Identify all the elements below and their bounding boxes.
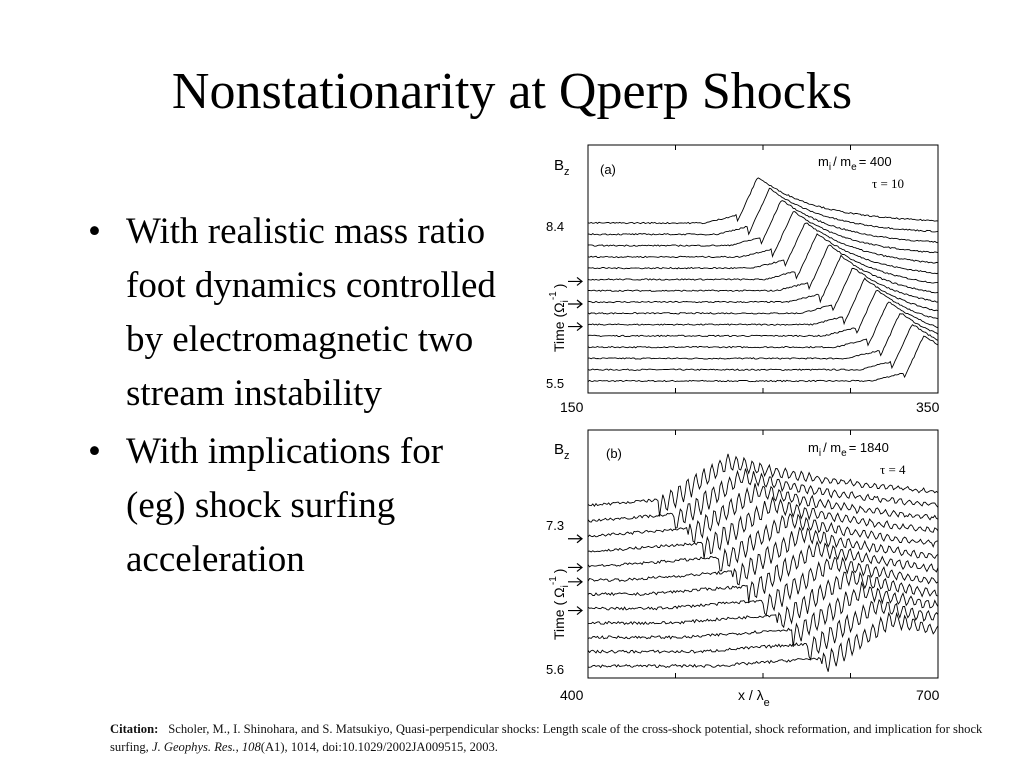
time-arrow (568, 322, 583, 332)
time-arrow (568, 562, 583, 572)
bz-trace (587, 598, 939, 662)
bullet-list: • With realistic mass ratio foot dynamic… (88, 205, 508, 591)
bullet-marker: • (88, 211, 101, 252)
slide-title: Nonstationarity at Qperp Shocks (171, 63, 853, 120)
bz-trace (587, 267, 939, 315)
bz-trace (587, 611, 939, 672)
time-arrow (568, 534, 583, 544)
panel-a-traces (587, 177, 939, 383)
panel-a-time-bottom: 5.5 (546, 376, 564, 391)
panel-b-xtick-700: 700 (916, 687, 940, 703)
bz-trace (587, 324, 939, 371)
panel-b-time-bottom: 5.6 (546, 662, 564, 677)
panel-a-time-top: 8.4 (546, 219, 564, 234)
panel-a-xtick-150: 150 (560, 399, 584, 415)
panel-a-tau: τ = 10 (872, 176, 904, 191)
time-arrow (568, 299, 583, 309)
bz-trace (587, 483, 939, 543)
bullet-text: With realistic mass ratio foot dynamics … (126, 211, 496, 414)
panel-b-time-axis-label: Time (Ωi-1) (548, 569, 571, 640)
panel-b-bz-label: Bz (554, 441, 570, 462)
panel-b-traces (587, 453, 939, 672)
bz-trace (587, 453, 939, 517)
bullet-marker: • (88, 431, 101, 472)
panel-b-time-top: 7.3 (546, 518, 564, 533)
panel-a-mass-ratio: mi / me = 400 (818, 154, 892, 173)
bz-trace (587, 468, 939, 529)
bz-trace (587, 187, 939, 236)
bz-trace (587, 556, 939, 617)
bz-trace (587, 222, 939, 270)
bz-trace (587, 540, 939, 603)
citation-details: (A1), 1014, doi:10.1029/2002JA009515, 20… (260, 740, 498, 754)
bz-trace (587, 580, 939, 648)
citation-volume: 108 (241, 740, 261, 754)
citation-authors: Scholer, M., I. Shinohara, and S. Matsuk… (110, 722, 983, 754)
time-arrow (568, 577, 583, 587)
bullet-item: • With realistic mass ratio foot dynamic… (88, 205, 508, 421)
bz-trace (587, 200, 939, 247)
time-arrow (568, 276, 583, 286)
panel-b: Bz (b) mi / me = 1840 τ = 4 7.3 5.6 400 70… (546, 429, 940, 709)
bz-trace (587, 244, 938, 292)
bz-trace (587, 526, 939, 586)
time-arrow (568, 606, 583, 616)
panel-a-arrows (568, 276, 583, 332)
bz-trace (587, 513, 939, 572)
bz-trace (587, 277, 939, 326)
panel-a: Bz (a) mi / me = 400 τ = 10 8.4 5.5 150 35… (546, 144, 940, 415)
bz-trace (587, 211, 939, 259)
bz-trace (587, 289, 939, 338)
panel-b-label: (b) (606, 446, 622, 461)
bz-trace (587, 335, 939, 383)
panel-b-ticks (675, 430, 851, 678)
bullet-item: • With implications for (eg) shock surfi… (88, 425, 508, 587)
bz-trace (587, 177, 939, 225)
stacked-bz-figure: Bz (a) mi / me = 400 τ = 10 8.4 5.5 150 35… (546, 144, 940, 709)
panel-a-time-axis-label: Time (Ωi-1) (548, 284, 571, 352)
bz-trace (588, 570, 939, 629)
bz-trace (587, 496, 939, 559)
panel-b-mass-ratio: mi / me = 1840 (808, 440, 889, 459)
bz-trace (587, 233, 939, 281)
panel-a-bz-label: Bz (554, 157, 570, 178)
citation-journal: J. Geophys. Res. (151, 740, 236, 754)
panel-a-xtick-350: 350 (916, 399, 940, 415)
panel-b-tau: τ = 4 (880, 462, 906, 477)
panel-b-xlabel: x / λe (738, 687, 770, 709)
citation-label: Citation: (110, 722, 159, 736)
panel-a-ticks (675, 145, 851, 393)
bz-trace (588, 313, 939, 360)
bz-trace (587, 254, 939, 304)
bullet-text: With implications for (eg) shock surfing… (126, 431, 444, 580)
citation: Citation: Scholer, M., I. Shinohara, and … (110, 720, 1010, 756)
bz-trace (587, 301, 939, 349)
panel-b-arrows (568, 534, 583, 616)
panel-b-xtick-400: 400 (560, 687, 584, 703)
panel-a-label: (a) (600, 162, 616, 177)
citation-sep: , (235, 740, 242, 754)
